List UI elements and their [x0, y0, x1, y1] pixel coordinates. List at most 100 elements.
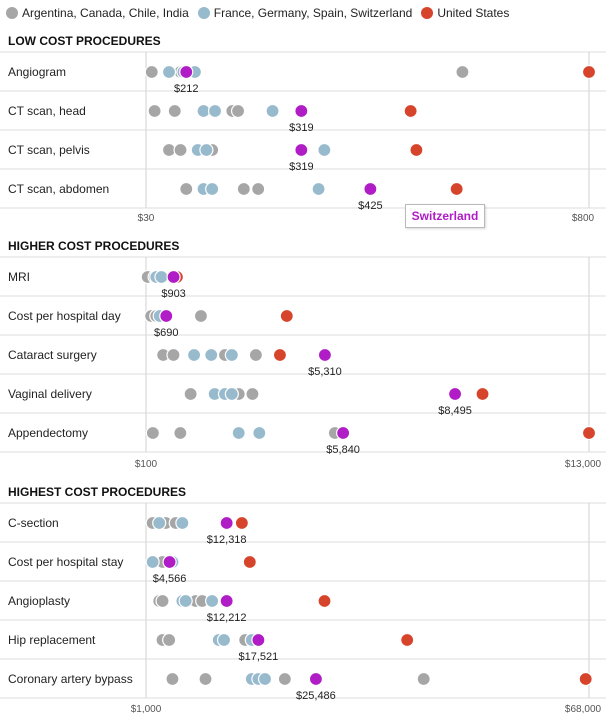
dot-group2[interactable] [207, 103, 223, 119]
dot-us[interactable] [403, 103, 418, 119]
dot-group1[interactable] [198, 671, 213, 687]
dot-highlight[interactable] [294, 103, 309, 119]
dot-group2[interactable] [224, 347, 239, 363]
dot-group2[interactable] [257, 671, 273, 687]
dot-group2[interactable] [175, 515, 190, 531]
dot-us[interactable] [449, 181, 464, 197]
tooltip-label: Switzerland [411, 209, 479, 223]
dot-group2[interactable] [199, 142, 214, 158]
dot-us[interactable] [581, 425, 597, 441]
highlight-value-label: $25,486 [296, 690, 336, 702]
dot-group1[interactable] [173, 425, 188, 441]
dot-group1[interactable] [155, 593, 170, 609]
row-label: Appendectomy [8, 426, 88, 440]
dot-highlight[interactable] [363, 181, 378, 197]
highlight-value-label: $17,521 [239, 651, 279, 663]
dot-group1[interactable] [162, 632, 177, 648]
legend-dot-group2 [197, 7, 210, 19]
dot-us[interactable] [234, 515, 249, 531]
dot-us[interactable] [475, 386, 490, 402]
dot-group2[interactable] [311, 181, 326, 197]
dot-group1[interactable] [277, 671, 292, 687]
dot-highlight[interactable] [317, 347, 333, 363]
dot-group1[interactable] [144, 64, 159, 80]
dot-group2[interactable] [145, 554, 160, 570]
dot-group1[interactable] [193, 308, 209, 324]
dot-group1[interactable] [416, 671, 431, 687]
row-label: Hip replacement [8, 633, 96, 647]
dot-group2[interactable] [205, 181, 220, 197]
dot-group2[interactable] [178, 593, 193, 609]
dot-highlight[interactable] [219, 593, 234, 609]
dot-group1[interactable] [251, 181, 266, 197]
dot-highlight[interactable] [162, 554, 177, 570]
dot-group1[interactable] [145, 425, 160, 441]
dot-group2[interactable] [204, 347, 219, 363]
dot-group2[interactable] [205, 593, 220, 609]
row-label: C-section [8, 516, 59, 530]
dot-group2[interactable] [231, 425, 246, 441]
dot-group1[interactable] [173, 142, 188, 158]
dot-us[interactable] [581, 64, 597, 80]
dot-group1[interactable] [230, 103, 246, 119]
dot-highlight[interactable] [336, 425, 351, 441]
x-tick-label-min: $100 [135, 459, 158, 470]
dot-us[interactable] [272, 347, 288, 363]
dot-group2[interactable] [317, 142, 332, 158]
dot-us[interactable] [578, 671, 593, 687]
dot-group1[interactable] [167, 103, 182, 119]
dot-group1[interactable] [455, 64, 470, 80]
dot-group2[interactable] [224, 386, 239, 402]
dot-group1[interactable] [236, 181, 251, 197]
dot-us[interactable] [409, 142, 424, 158]
dot-group2[interactable] [154, 269, 169, 285]
legend-item-group2[interactable]: France, Germany, Spain, Switzerland [197, 6, 412, 20]
dot-group1[interactable] [245, 386, 260, 402]
dot-group2[interactable] [161, 64, 177, 80]
dot-group1[interactable] [248, 347, 263, 363]
highlight-value-label: $5,310 [308, 366, 342, 378]
dot-group2[interactable] [186, 347, 202, 363]
dot-highlight[interactable] [308, 671, 324, 687]
dot-highlight[interactable] [294, 142, 309, 158]
dot-group2[interactable] [152, 515, 167, 531]
dot-us[interactable] [317, 593, 332, 609]
x-tick-label-min: $1,000 [131, 704, 162, 715]
dot-highlight[interactable] [447, 386, 463, 402]
dot-group1[interactable] [147, 103, 162, 119]
dot-highlight[interactable] [179, 64, 194, 80]
dot-highlight[interactable] [166, 269, 181, 285]
dot-highlight[interactable] [219, 515, 234, 531]
highlight-value-label: $212 [174, 83, 198, 95]
dot-group2[interactable] [252, 425, 267, 441]
section-title: HIGHEST COST PROCEDURES [8, 485, 186, 499]
row-label: Cost per hospital day [8, 309, 121, 323]
highlight-value-label: $690 [154, 327, 178, 339]
section-title: LOW COST PROCEDURES [8, 34, 161, 48]
dot-group1[interactable] [183, 386, 198, 402]
legend-item-us[interactable]: United States [421, 6, 509, 20]
dot-us[interactable] [279, 308, 294, 324]
dot-group1[interactable] [166, 347, 181, 363]
dot-highlight[interactable] [251, 632, 266, 648]
highlight-value-label: $5,840 [326, 444, 360, 456]
row-label: CT scan, abdomen [8, 182, 109, 196]
dot-us[interactable] [400, 632, 415, 648]
row-label: Cost per hospital stay [8, 555, 123, 569]
dot-group1[interactable] [179, 181, 194, 197]
dot-group1[interactable] [165, 671, 180, 687]
dot-highlight[interactable] [159, 308, 174, 324]
legend-label-us: United States [437, 6, 510, 20]
highlight-value-label: $12,318 [207, 534, 247, 546]
highlight-value-label: $12,212 [207, 612, 247, 624]
dot-group2[interactable] [265, 103, 280, 119]
highlight-value-label: $319 [289, 122, 313, 134]
tooltip: Switzerland [405, 204, 485, 228]
dot-group2[interactable] [216, 632, 232, 648]
dot-us[interactable] [242, 554, 257, 570]
row-label: CT scan, head [8, 104, 86, 118]
legend-item-group1[interactable]: Argentina, Canada, Chile, India [6, 6, 189, 20]
row-label: MRI [8, 270, 30, 284]
highlight-value-label: $8,495 [438, 405, 472, 417]
